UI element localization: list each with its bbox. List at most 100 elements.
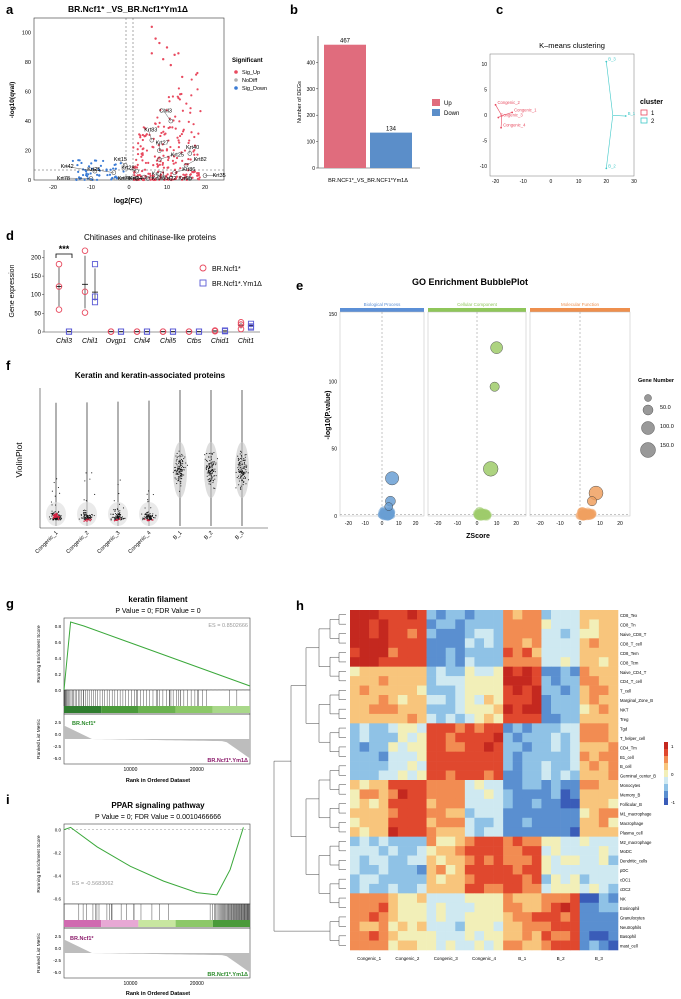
point-down — [122, 170, 125, 173]
heatmap-cell — [445, 647, 456, 658]
heatmap-cell — [579, 761, 590, 771]
cell-point — [240, 469, 242, 471]
heatmap-cell — [512, 855, 523, 866]
cell-point-highlight — [144, 518, 146, 521]
heatmap-cell — [531, 789, 542, 800]
cell-point — [85, 513, 87, 515]
heatmap-cell — [589, 761, 600, 771]
column-label: Congenic_2 — [395, 956, 420, 961]
heatmap-cell — [474, 628, 485, 639]
heatmap-cell — [484, 647, 494, 658]
cell-point — [118, 493, 120, 495]
cell-point — [206, 465, 208, 467]
heatmap-cell — [474, 742, 485, 752]
cell-point — [182, 463, 184, 465]
cell-point — [82, 510, 84, 512]
heatmap-cell — [388, 770, 399, 781]
heatmap-cell — [598, 912, 609, 922]
point-up — [179, 93, 182, 96]
cell-point — [182, 469, 184, 471]
heatmap-cell — [397, 855, 408, 866]
row-label: M2_macrophage — [620, 840, 652, 845]
y-tick-label: -10 — [480, 164, 487, 170]
heatmap-cell — [445, 657, 456, 667]
heatmap-cell — [436, 921, 447, 932]
heatmap-cell — [388, 827, 399, 837]
heatmap-cell — [474, 817, 485, 828]
heatmap-cell — [541, 808, 552, 819]
heatmap-cell — [397, 808, 408, 819]
gene-leader — [174, 168, 187, 173]
expression-points — [55, 247, 255, 335]
dendrogram-branch — [338, 822, 346, 833]
heatmap-cell — [407, 695, 418, 705]
cell-point — [117, 517, 119, 519]
heatmap-cell — [407, 647, 418, 658]
heatmap-cell — [608, 732, 619, 743]
heatmap-cell — [426, 798, 437, 809]
heatmap-cell — [560, 770, 571, 781]
heatmap-cell — [522, 798, 533, 809]
cell-point — [145, 512, 147, 514]
heatmap-cell — [369, 638, 380, 649]
point-down — [75, 178, 78, 182]
cell-point — [93, 514, 95, 517]
dendrogram-branch — [338, 935, 346, 946]
enrichment-line — [63, 621, 251, 691]
point-up — [179, 167, 182, 170]
heatmap-cell — [397, 846, 408, 856]
point-up — [144, 134, 147, 137]
violin-body — [204, 442, 218, 498]
point-up — [189, 158, 192, 161]
heatmap-cell — [541, 619, 552, 630]
cell-point — [243, 480, 245, 482]
cell-point — [240, 487, 242, 489]
heatmap-cell — [407, 912, 418, 922]
point-up — [177, 52, 180, 55]
heatmap-cell — [445, 713, 456, 724]
heatmap-cell — [512, 685, 523, 696]
y-tick-label: 10 — [481, 62, 487, 68]
heatmap-cell — [388, 666, 399, 677]
heatmap-cell — [484, 676, 494, 686]
heatmap-cell — [464, 874, 475, 885]
cell-point — [152, 513, 154, 515]
heatmap-cell — [560, 619, 571, 630]
cell-point — [213, 462, 215, 464]
cluster-point — [497, 116, 500, 119]
point-up — [141, 138, 144, 142]
heatmap-cell — [551, 647, 561, 658]
cell-point-highlight — [56, 513, 59, 516]
cell-point — [119, 514, 121, 516]
facet-strip — [340, 308, 424, 312]
heatmap-cell — [350, 865, 360, 875]
heatmap-cell — [484, 921, 494, 932]
plot-frame — [489, 53, 635, 177]
cell-point — [208, 471, 211, 474]
point-up — [147, 172, 150, 175]
heatmap-cell — [417, 798, 427, 809]
heatmap-cell — [531, 817, 542, 828]
heatmap-cell — [522, 610, 533, 620]
heatmap-cell — [455, 619, 466, 630]
cell-point — [181, 473, 183, 475]
heatmap-cell — [541, 657, 552, 667]
heatmap-cell — [551, 912, 561, 922]
cell-point — [61, 517, 63, 519]
heatmap-cell — [445, 742, 456, 752]
heatmap-cell — [570, 619, 581, 630]
cell-point — [155, 515, 157, 517]
cell-point — [211, 466, 213, 468]
x-axis-label: Rank in Ordered Dataset — [126, 991, 190, 997]
heatmap-cell — [378, 751, 389, 762]
heatmap-cell — [436, 628, 447, 639]
x-tick-labels: Chil3 Chil1 Ovgp1 Chil4 Chil5 Ctbs Chid1 Chit1 — [56, 338, 254, 345]
heatmap-cell — [493, 893, 504, 904]
y-tick-label: 0.2 — [55, 672, 62, 677]
cluster-point — [605, 167, 608, 170]
heatmap-cell — [417, 638, 427, 649]
heatmap-cell — [570, 893, 581, 904]
cell-point — [245, 454, 247, 456]
cell-point — [145, 518, 147, 520]
point-up — [190, 131, 193, 134]
